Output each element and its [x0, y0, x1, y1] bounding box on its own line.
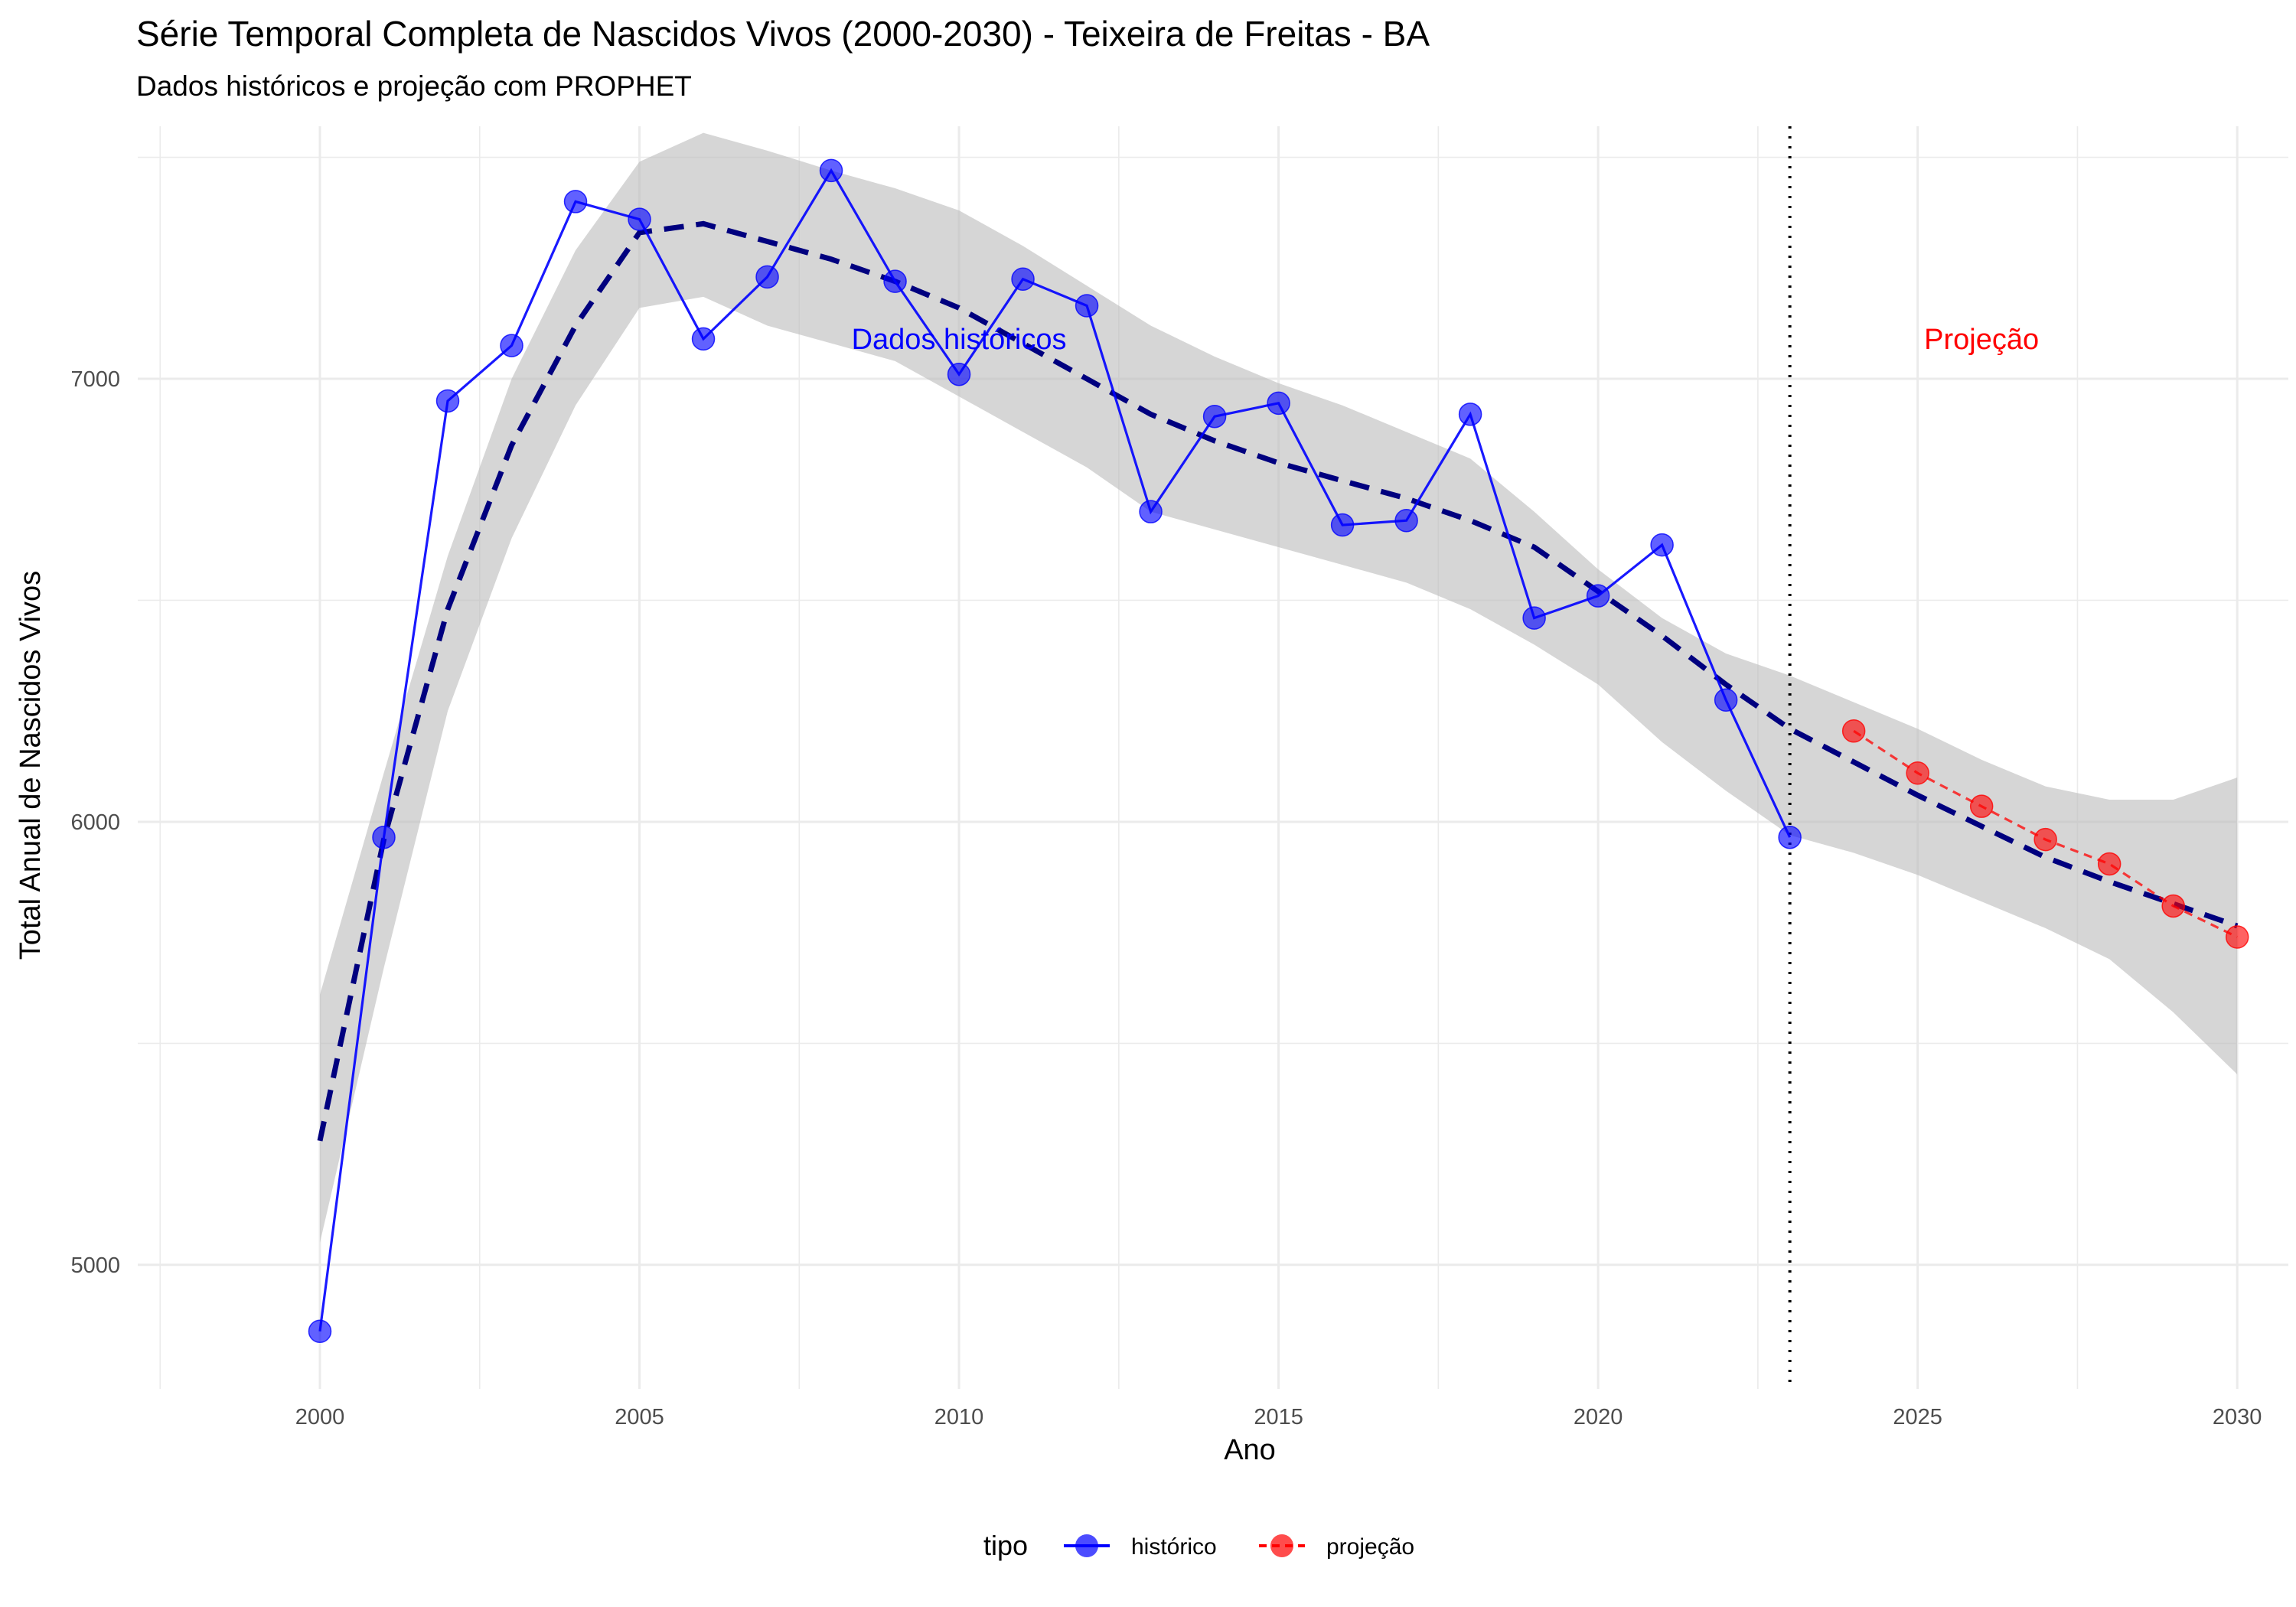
data-point-historico [1011, 267, 1035, 291]
data-point-historico [691, 327, 716, 351]
data-point-historico [1458, 403, 1482, 426]
y-axis-title: Total Anual de Nascidos Vivos [15, 571, 47, 960]
annotation-dados-historicos: Dados históricos [852, 324, 1067, 356]
data-point-projecao [2225, 925, 2249, 949]
legend-title: tipo [983, 1530, 1028, 1561]
y-tick-label: 6000 [70, 810, 120, 835]
data-point-historico [1714, 688, 1738, 712]
x-tick-label: 2015 [1254, 1405, 1303, 1429]
data-point-historico [1394, 509, 1418, 533]
data-point-historico [883, 269, 907, 293]
data-point-projecao [2161, 894, 2185, 918]
data-point-projecao [1969, 794, 1994, 818]
legend: tipo histórico projeção [983, 1530, 1414, 1561]
data-point-historico [1586, 584, 1610, 608]
data-point-historico [500, 334, 523, 357]
data-point-historico [1522, 606, 1546, 630]
chart-title: Série Temporal Completa de Nascidos Vivo… [136, 14, 1430, 54]
data-point-historico [628, 207, 651, 231]
x-axis-title: Ano [1224, 1434, 1276, 1466]
y-tick-label: 5000 [70, 1253, 120, 1278]
x-tick-label: 2005 [615, 1405, 664, 1429]
legend-label-projecao: projeção [1326, 1534, 1414, 1560]
data-point-historico [563, 190, 588, 214]
x-tick-label: 2000 [295, 1405, 345, 1429]
data-point-historico [435, 389, 460, 413]
data-series [308, 158, 2249, 1343]
trend-line [317, 220, 2239, 1142]
data-point-historico [308, 1319, 332, 1343]
data-point-projecao [2097, 852, 2122, 876]
x-tick-label: 2025 [1893, 1405, 1942, 1429]
data-point-historico [1202, 404, 1227, 429]
x-tick-label: 2010 [934, 1405, 984, 1429]
data-point-historico [819, 158, 843, 183]
data-point-historico [947, 362, 971, 386]
data-point-projecao [2033, 827, 2057, 852]
legend-marker-historico [1075, 1534, 1098, 1557]
data-point-historico [372, 825, 396, 849]
annotation-projecao: Projeção [1924, 324, 2039, 356]
data-point-historico [1267, 391, 1290, 416]
data-point-historico [1650, 533, 1674, 557]
y-axis-ticks: 5000 6000 7000 [70, 367, 120, 1278]
data-point-historico [1778, 825, 1802, 849]
legend-marker-projecao [1270, 1534, 1293, 1557]
data-point-projecao [1841, 719, 1866, 743]
x-axis-ticks: 2000 2005 2010 2015 2020 2025 2030 [295, 1405, 2262, 1429]
x-tick-label: 2030 [2213, 1405, 2262, 1429]
data-point-historico [1330, 513, 1355, 537]
data-point-historico [1139, 500, 1163, 523]
x-tick-label: 2020 [1574, 1405, 1623, 1429]
data-point-projecao [1906, 761, 1929, 785]
legend-label-historico: histórico [1131, 1534, 1217, 1560]
y-tick-label: 7000 [70, 367, 120, 392]
chart-subtitle: Dados históricos e projeção com PROPHET [136, 70, 692, 102]
data-point-historico [1075, 294, 1099, 318]
data-point-historico [755, 265, 779, 289]
